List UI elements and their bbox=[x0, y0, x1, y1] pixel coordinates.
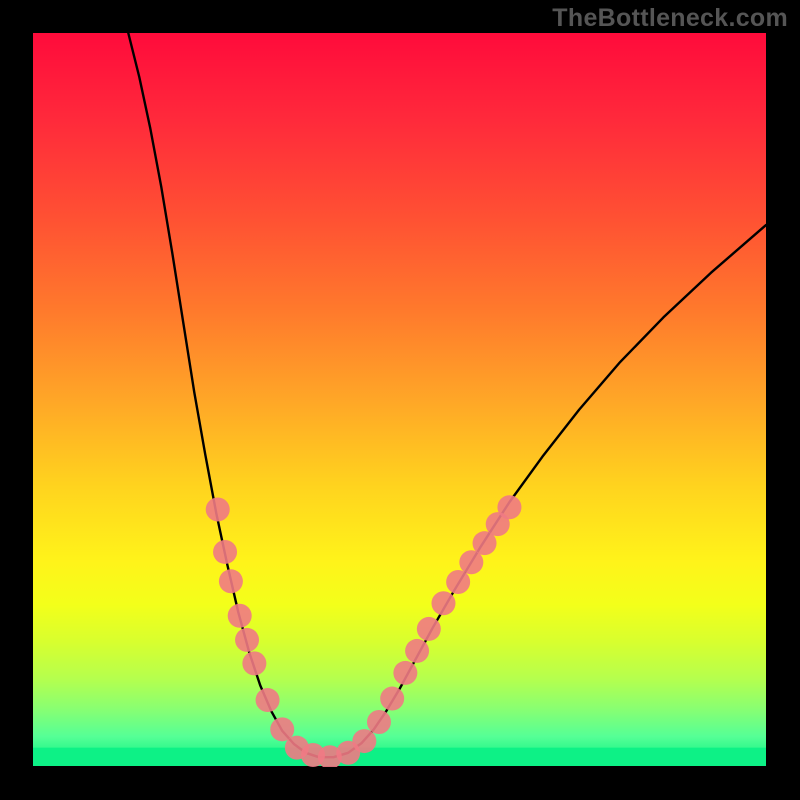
highlight-dot bbox=[256, 688, 280, 712]
highlight-dot bbox=[497, 495, 521, 519]
highlight-dot bbox=[228, 604, 252, 628]
highlight-dot bbox=[367, 710, 391, 734]
highlight-dot bbox=[352, 729, 376, 753]
watermark-text: TheBottleneck.com bbox=[552, 4, 788, 33]
highlight-dot bbox=[380, 687, 404, 711]
bottleneck-chart bbox=[0, 0, 800, 800]
highlight-dot bbox=[431, 591, 455, 615]
highlight-dot bbox=[405, 639, 429, 663]
highlight-dot bbox=[219, 569, 243, 593]
highlight-dot bbox=[206, 497, 230, 521]
highlight-dot bbox=[446, 570, 470, 594]
highlight-dot bbox=[213, 540, 237, 564]
highlight-dot bbox=[242, 651, 266, 675]
highlight-dot bbox=[393, 661, 417, 685]
bottom-green-band bbox=[33, 748, 766, 766]
gradient-background bbox=[33, 33, 766, 766]
highlight-dot bbox=[417, 617, 441, 641]
highlight-dot bbox=[235, 628, 259, 652]
